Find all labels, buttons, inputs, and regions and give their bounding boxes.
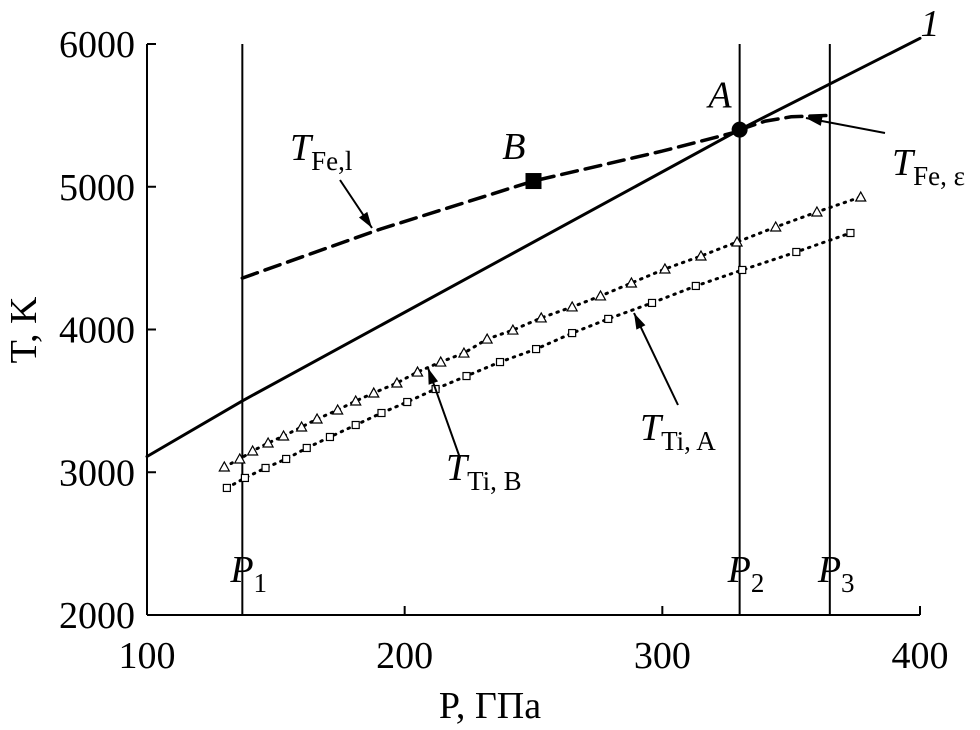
series-line	[222, 195, 863, 469]
marker	[462, 371, 471, 381]
y-tick-label: 3000	[59, 452, 135, 494]
marker	[261, 463, 270, 473]
pressure-label: P3	[817, 549, 855, 598]
marker	[694, 249, 708, 261]
arrow	[633, 312, 679, 406]
marker	[457, 346, 470, 358]
x-tick-label: 400	[892, 635, 949, 677]
marker	[218, 460, 231, 472]
marker	[604, 314, 613, 324]
pressure-label-sub: 2	[751, 568, 765, 598]
marker	[351, 420, 360, 430]
y-axis-label: T, K	[3, 296, 45, 363]
marker	[506, 323, 519, 335]
marker	[331, 403, 344, 415]
marker	[295, 420, 308, 432]
arrow-head	[634, 313, 646, 330]
pressure-label-sub: 1	[254, 568, 268, 598]
series-label-sub: Ti, A	[661, 426, 716, 456]
x-tick-label: 200	[376, 635, 433, 677]
marker	[846, 228, 855, 238]
series-label-sub: Fe,l	[311, 146, 352, 176]
x-tick-label: 100	[119, 635, 176, 677]
series-line	[145, 36, 922, 458]
series-label: TTi, B	[446, 447, 522, 496]
marker	[658, 262, 671, 274]
series-label: TFe,l	[290, 127, 352, 176]
point	[525, 173, 542, 190]
marker	[535, 311, 548, 323]
marker	[302, 443, 311, 453]
series-label-sub: Fe, ε	[913, 161, 965, 191]
arrow-head	[806, 116, 823, 126]
marker	[367, 386, 380, 398]
series-line	[225, 231, 852, 490]
arrow-head	[428, 368, 439, 385]
arrow-head	[358, 211, 372, 228]
marker	[594, 289, 607, 301]
marker	[854, 190, 867, 202]
y-tick-label: 2000	[59, 595, 135, 637]
marker	[277, 429, 290, 441]
pressure-label-main: P	[229, 549, 253, 591]
series-label-sub: Ti, B	[467, 466, 522, 496]
marker	[222, 483, 231, 493]
marker	[411, 365, 424, 377]
marker	[311, 412, 324, 424]
marker	[377, 408, 386, 418]
marker	[625, 276, 638, 288]
marker	[810, 205, 823, 217]
marker	[403, 397, 412, 407]
marker	[262, 436, 275, 448]
y-tick-label: 5000	[59, 167, 135, 209]
x-axis-label: P, ГПа	[439, 685, 541, 727]
series-line	[737, 113, 832, 132]
marker	[325, 432, 335, 442]
pressure-label-main: P	[727, 549, 751, 591]
series-label: 1	[921, 3, 940, 45]
x-tick-label: 300	[634, 635, 691, 677]
pressure-label: P1	[229, 549, 267, 598]
marker	[731, 235, 744, 247]
point-label: A	[705, 75, 732, 117]
pressure-label: P2	[727, 549, 765, 598]
series-label: TTi, A	[640, 407, 716, 456]
marker	[349, 394, 362, 406]
marker	[647, 298, 657, 308]
marker	[566, 300, 579, 312]
marker	[568, 328, 577, 338]
marker	[246, 444, 259, 456]
series-label-main: T	[640, 407, 664, 449]
marker	[282, 454, 291, 464]
pressure-label-sub: 3	[841, 568, 855, 598]
point-label: B	[502, 126, 525, 168]
point	[731, 121, 748, 138]
series-label-main: T	[290, 127, 314, 169]
pressure-label-main: P	[817, 549, 841, 591]
marker	[434, 355, 447, 367]
marker	[233, 452, 246, 464]
series-line	[240, 129, 742, 280]
marker	[240, 473, 250, 483]
marker	[769, 220, 782, 232]
marker	[481, 332, 494, 344]
marker	[738, 265, 747, 275]
series-label: TFe, ε	[892, 142, 965, 191]
series-label-main: 1	[921, 3, 940, 45]
marker	[495, 357, 505, 367]
marker	[792, 247, 801, 257]
marker	[531, 344, 541, 354]
series-label-main: T	[892, 142, 916, 184]
y-tick-label: 6000	[59, 24, 135, 66]
marker	[691, 281, 700, 291]
y-tick-label: 4000	[59, 310, 135, 352]
marker	[390, 376, 403, 388]
